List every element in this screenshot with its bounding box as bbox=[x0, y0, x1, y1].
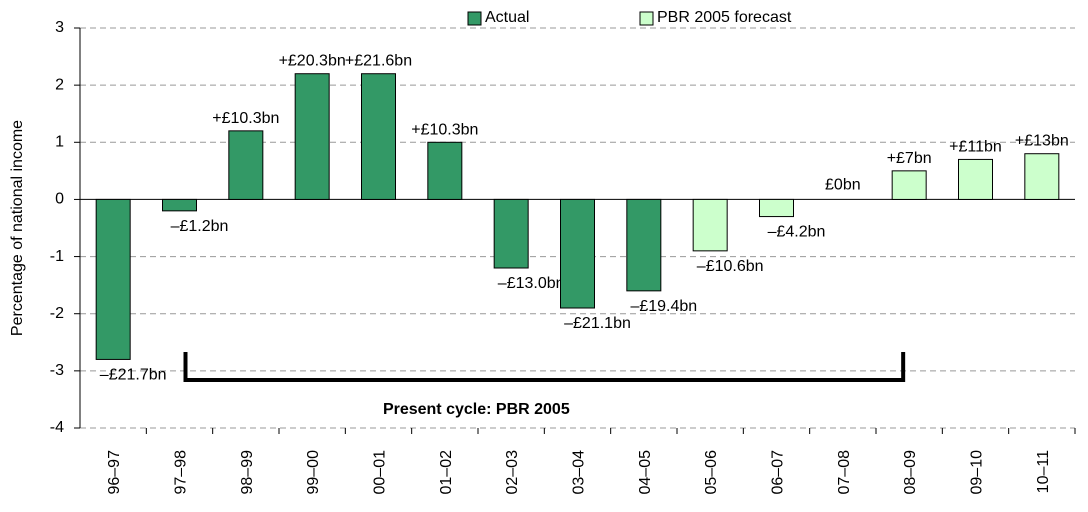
bar bbox=[228, 130, 264, 200]
bar bbox=[626, 198, 662, 292]
y-tick-label: 2 bbox=[55, 76, 64, 93]
data-label: –£19.4bn bbox=[630, 298, 697, 315]
x-tick-label: 04–05 bbox=[637, 450, 654, 495]
bar bbox=[1024, 153, 1060, 200]
data-label: £0bn bbox=[825, 176, 861, 193]
x-tick-label: 96–97 bbox=[106, 450, 123, 495]
bar bbox=[692, 198, 728, 252]
x-tick-label: 00–01 bbox=[372, 450, 389, 495]
y-tick-label: 0 bbox=[55, 191, 64, 208]
y-tick-label: -3 bbox=[50, 362, 64, 379]
x-tick-label: 09–10 bbox=[969, 450, 986, 495]
y-tick-label: 1 bbox=[55, 134, 64, 151]
x-tick-label: 07–08 bbox=[836, 450, 853, 495]
x-tick-label: 02–03 bbox=[504, 450, 521, 495]
x-tick-label: 06–07 bbox=[770, 450, 787, 495]
bar bbox=[162, 198, 197, 212]
legend-swatch bbox=[467, 11, 482, 26]
bar bbox=[294, 73, 330, 200]
data-label: –£13.0bn bbox=[498, 275, 565, 292]
y-tick-label: -1 bbox=[50, 248, 64, 265]
data-label: +£21.6bn bbox=[345, 53, 412, 70]
x-tick-label: 01–02 bbox=[438, 450, 455, 495]
legend-label: PBR 2005 forecast bbox=[657, 9, 792, 26]
data-label: +£10.3bn bbox=[212, 110, 279, 127]
data-label: –£4.2bn bbox=[768, 224, 826, 241]
data-label: +£13bn bbox=[1015, 133, 1069, 150]
legend-swatch bbox=[639, 11, 654, 26]
x-tick-label: 97–98 bbox=[173, 450, 190, 495]
data-label: +£20.3bn bbox=[279, 53, 346, 70]
y-tick-label: 3 bbox=[55, 19, 64, 36]
data-label: +£11bn bbox=[949, 138, 1002, 155]
bar bbox=[560, 198, 595, 309]
y-axis-label: Percentage of national income bbox=[9, 120, 26, 336]
bracket-label: Present cycle: PBR 2005 bbox=[383, 401, 570, 418]
legend-label: Actual bbox=[485, 9, 529, 26]
data-label: +£10.3bn bbox=[411, 121, 478, 138]
bar bbox=[95, 198, 131, 360]
data-label: +£7bn bbox=[887, 150, 932, 167]
bar bbox=[493, 198, 529, 269]
y-tick-label: -2 bbox=[50, 305, 64, 322]
x-tick-label: 99–00 bbox=[305, 450, 322, 495]
data-label: –£21.7bn bbox=[100, 366, 167, 383]
x-tick-label: 10–11 bbox=[1035, 450, 1052, 493]
bar bbox=[958, 158, 993, 200]
data-label: –£1.2bn bbox=[171, 218, 229, 235]
x-tick-label: 05–06 bbox=[703, 450, 720, 495]
x-tick-label: 08–09 bbox=[902, 450, 919, 495]
bar bbox=[427, 141, 463, 200]
x-tick-label: 98–99 bbox=[239, 450, 256, 495]
data-label: –£21.1bn bbox=[564, 315, 631, 332]
bracket bbox=[183, 352, 906, 382]
x-tick-label: 03–04 bbox=[571, 450, 588, 495]
data-label: –£10.6bn bbox=[697, 258, 764, 275]
y-tick-label: -4 bbox=[50, 419, 64, 436]
bar bbox=[361, 73, 396, 200]
bar bbox=[891, 170, 927, 200]
bar bbox=[759, 198, 794, 218]
